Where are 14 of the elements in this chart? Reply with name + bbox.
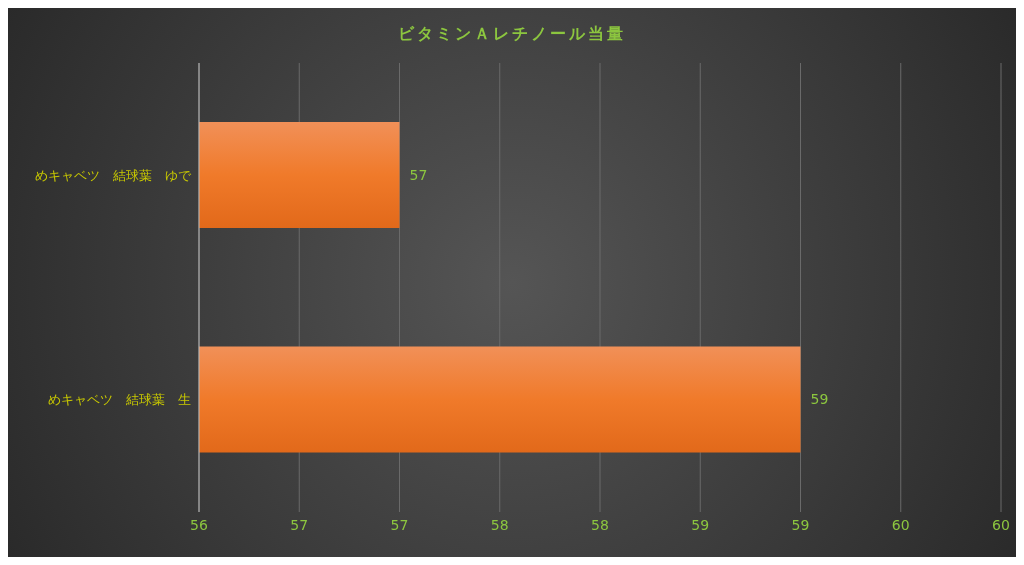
data-label: 59 xyxy=(810,391,829,408)
x-tick-label: 57 xyxy=(390,516,409,533)
y-tick-label: めキャベツ 結球葉 ゆで xyxy=(35,167,192,183)
y-tick-label: めキャベツ 結球葉 生 xyxy=(48,392,191,408)
x-tick-label: 60 xyxy=(992,516,1010,533)
x-tick-label: 57 xyxy=(290,516,309,533)
x-tick-label: 56 xyxy=(190,516,208,533)
x-tick-label: 58 xyxy=(490,516,509,533)
x-tick-label: 59 xyxy=(791,516,810,533)
x-tick-label: 58 xyxy=(591,516,609,533)
x-tick-label: 60 xyxy=(891,516,910,533)
data-label: 57 xyxy=(409,166,428,183)
x-tick-label: 59 xyxy=(691,516,710,533)
chart-title: ビタミンＡレチノール当量 xyxy=(397,24,627,45)
